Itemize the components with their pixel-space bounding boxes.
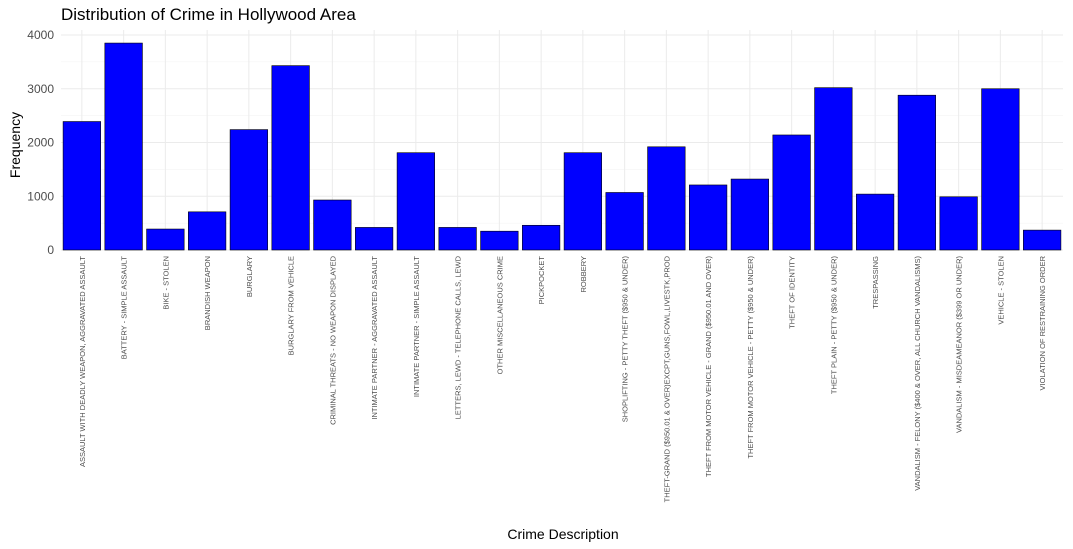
bar [772,134,811,251]
chart-title: Distribution of Crime in Hollywood Area [61,5,356,24]
x-tick-label: BRANDISH WEAPON [203,256,212,330]
bar [647,146,686,251]
bar [438,227,477,251]
bar [1023,229,1062,251]
bar [396,152,435,251]
x-tick-label: THEFT OF IDENTITY [788,256,797,329]
x-tick-label: CRIMINAL THREATS - NO WEAPON DISPLAYED [328,255,337,424]
bar [146,228,185,251]
x-tick-label: ROBBERY [579,256,588,293]
bar [313,199,352,251]
x-tick-label: PICKPOCKET [537,256,546,305]
x-tick-label: INTIMATE PARTNER - SIMPLE ASSAULT [412,256,421,398]
x-tick-label: BURGLARY FROM VEHICLE [287,256,296,355]
y-tick-label: 4000 [27,28,54,42]
bar [355,227,394,251]
x-tick-label: VIOLATION OF RESTRAINING ORDER [1038,255,1047,390]
bar [856,193,895,251]
y-tick-label: 3000 [27,82,54,96]
bar [271,65,310,251]
x-tick-label: BATTERY - SIMPLE ASSAULT [120,256,129,360]
y-tick-label: 2000 [27,136,54,150]
bar [480,230,519,251]
x-tick-label: OTHER MISCELLANEOUS CRIME [495,256,504,374]
y-tick-label: 0 [47,243,54,257]
bar [104,42,143,251]
bar [62,121,101,251]
x-tick-label: SHOPLIFTING - PETTY THEFT ($950 & UNDER) [621,256,630,423]
bar [689,184,728,251]
bar [981,88,1020,251]
bar [605,192,644,251]
bars [62,42,1062,251]
bar [522,224,561,251]
x-tick-label: THEFT FROM MOTOR VEHICLE - PETTY ($950 &… [746,255,755,458]
x-tick-label: THEFT FROM MOTOR VEHICLE - GRAND ($950.0… [704,256,713,478]
x-tick-label: BURGLARY [245,256,254,297]
x-axis-ticks: ASSAULT WITH DEADLY WEAPON, AGGRAVATED A… [78,255,1047,502]
y-tick-label: 1000 [27,189,54,203]
x-tick-label: ASSAULT WITH DEADLY WEAPON, AGGRAVATED A… [78,256,87,467]
x-tick-label: TRESPASSING [871,256,880,309]
x-tick-label: LETTERS, LEWD - TELEPHONE CALLS, LEWD [454,255,463,419]
x-tick-label: VANDALISM - FELONY ($400 & OVER, ALL CHU… [913,256,922,491]
x-tick-label: VANDALISM - MISDEAMEANOR ($399 OR UNDER) [955,256,964,433]
x-tick-label: THEFT PLAIN - PETTY ($950 & UNDER) [829,256,838,395]
bar [229,129,268,251]
x-tick-label: THEFT-GRAND ($950.01 & OVER)EXCPT,GUNS,F… [662,255,671,502]
bar [730,178,769,251]
x-tick-label: VEHICLE - STOLEN [996,256,1005,325]
bar [939,196,978,251]
bar [814,87,853,251]
bar [563,152,602,251]
bar [188,211,227,251]
y-axis-title: Frequency [7,112,23,178]
bar [897,94,936,251]
x-tick-label: INTIMATE PARTNER - AGGRAVATED ASSAULT [370,256,379,420]
x-tick-label: BIKE - STOLEN [161,256,170,310]
x-axis-title: Crime Description [507,526,618,542]
y-axis-ticks: 0 1000 2000 3000 4000 [27,28,54,257]
